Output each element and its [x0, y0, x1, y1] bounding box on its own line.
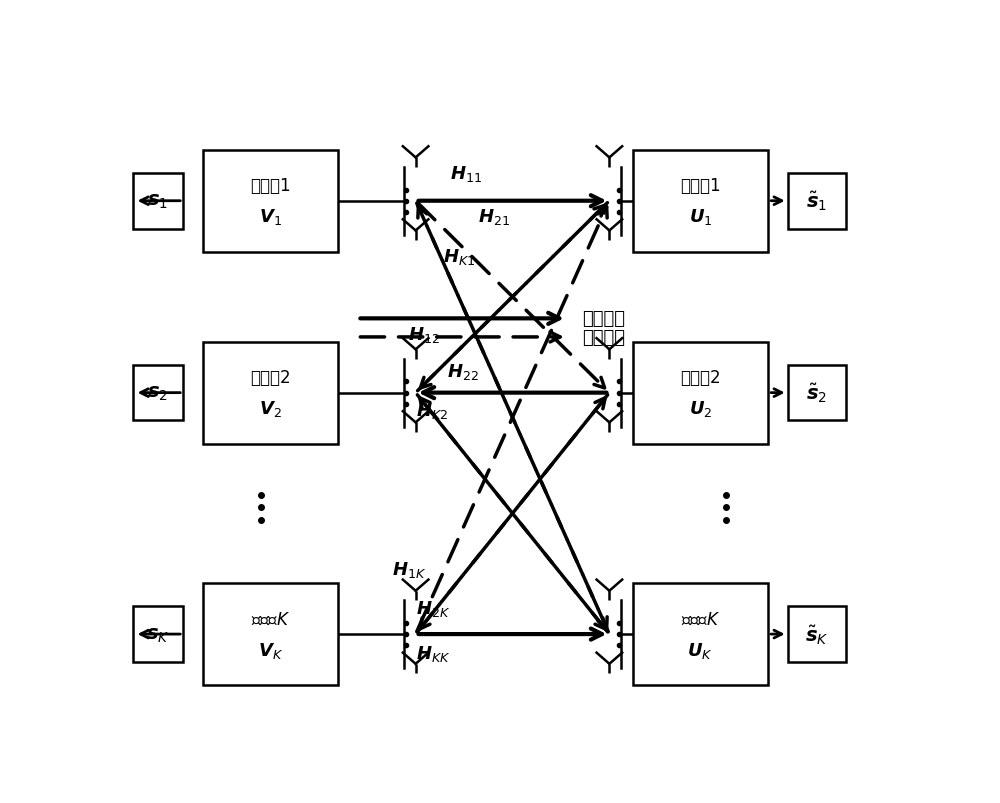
Bar: [133, 606, 183, 662]
Text: $\boldsymbol{H}_{KK}$: $\boldsymbol{H}_{KK}$: [416, 643, 450, 662]
Text: $\boldsymbol{H}_{1K}$: $\boldsymbol{H}_{1K}$: [392, 560, 427, 579]
Text: $\boldsymbol{V}_1$: $\boldsymbol{V}_1$: [259, 207, 282, 227]
Text: $\boldsymbol{H}_{K1}$: $\boldsymbol{H}_{K1}$: [443, 247, 475, 267]
Text: $\boldsymbol{V}_K$: $\boldsymbol{V}_K$: [258, 640, 283, 660]
Text: $\boldsymbol{s}_K$: $\boldsymbol{s}_K$: [146, 625, 170, 644]
Bar: [633, 150, 768, 252]
Text: $\boldsymbol{H}_{21}$: $\boldsymbol{H}_{21}$: [478, 207, 510, 227]
Text: $\boldsymbol{H}_{22}$: $\boldsymbol{H}_{22}$: [447, 361, 479, 381]
Bar: [633, 583, 768, 685]
Text: $\boldsymbol{U}_1$: $\boldsymbol{U}_1$: [689, 207, 712, 227]
Text: 接收端2: 接收端2: [680, 369, 721, 387]
Text: $\boldsymbol{H}_{12}$: $\boldsymbol{H}_{12}$: [408, 324, 440, 344]
Text: $\boldsymbol{s}_1$: $\boldsymbol{s}_1$: [147, 192, 169, 211]
Text: $\boldsymbol{V}_2$: $\boldsymbol{V}_2$: [259, 398, 282, 418]
Bar: [202, 583, 338, 685]
Bar: [788, 365, 846, 421]
Text: $\tilde{\boldsymbol{s}}_1$: $\tilde{\boldsymbol{s}}_1$: [806, 190, 827, 213]
Bar: [788, 173, 846, 230]
Bar: [202, 342, 338, 444]
Bar: [133, 365, 183, 421]
Text: $\boldsymbol{s}_2$: $\boldsymbol{s}_2$: [147, 384, 168, 402]
Text: $\boldsymbol{H}_{2K}$: $\boldsymbol{H}_{2K}$: [416, 598, 450, 618]
Bar: [133, 173, 183, 230]
Text: 发送端1: 发送端1: [250, 177, 291, 195]
Text: $\boldsymbol{H}_{K2}$: $\boldsymbol{H}_{K2}$: [416, 401, 448, 421]
Text: $\boldsymbol{U}_K$: $\boldsymbol{U}_K$: [687, 640, 713, 660]
Text: 接收端$K$: 接收端$K$: [681, 609, 720, 628]
Text: 通信链路: 通信链路: [582, 310, 625, 328]
Text: $\tilde{\boldsymbol{s}}_K$: $\tilde{\boldsymbol{s}}_K$: [805, 622, 829, 646]
Bar: [788, 606, 846, 662]
Bar: [633, 342, 768, 444]
Text: 干扰链路: 干扰链路: [582, 328, 625, 346]
Text: 发送端2: 发送端2: [250, 369, 291, 387]
Text: $\boldsymbol{H}_{11}$: $\boldsymbol{H}_{11}$: [450, 164, 483, 184]
Text: $\tilde{\boldsymbol{s}}_2$: $\tilde{\boldsymbol{s}}_2$: [806, 381, 827, 405]
Text: $\boldsymbol{U}_2$: $\boldsymbol{U}_2$: [689, 398, 712, 418]
Text: 接收端1: 接收端1: [680, 177, 721, 195]
Bar: [202, 150, 338, 252]
Text: 发送端$K$: 发送端$K$: [251, 609, 290, 628]
